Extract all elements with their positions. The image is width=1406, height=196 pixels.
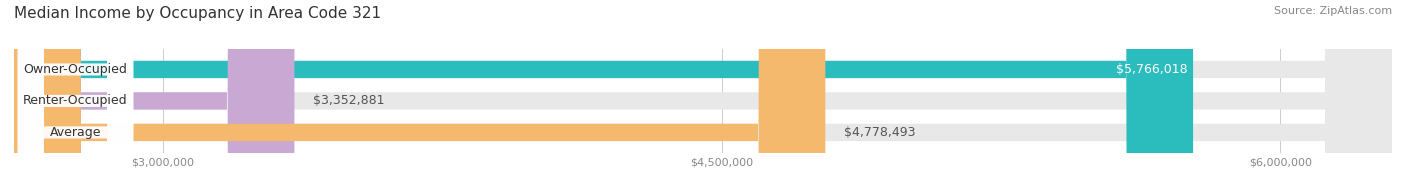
Text: Source: ZipAtlas.com: Source: ZipAtlas.com [1274,6,1392,16]
Text: Renter-Occupied: Renter-Occupied [22,94,128,107]
Text: $3,352,881: $3,352,881 [314,94,385,107]
FancyBboxPatch shape [14,0,1392,196]
Text: Median Income by Occupancy in Area Code 321: Median Income by Occupancy in Area Code … [14,6,381,21]
FancyBboxPatch shape [14,0,1392,196]
Text: $4,778,493: $4,778,493 [844,126,915,139]
Text: Average: Average [49,126,101,139]
FancyBboxPatch shape [18,0,134,196]
FancyBboxPatch shape [18,0,134,196]
FancyBboxPatch shape [14,0,294,196]
Text: Owner-Occupied: Owner-Occupied [24,63,128,76]
FancyBboxPatch shape [14,0,825,196]
FancyBboxPatch shape [14,0,1392,196]
FancyBboxPatch shape [14,0,1194,196]
FancyBboxPatch shape [18,0,134,196]
Text: $5,766,018: $5,766,018 [1116,63,1188,76]
